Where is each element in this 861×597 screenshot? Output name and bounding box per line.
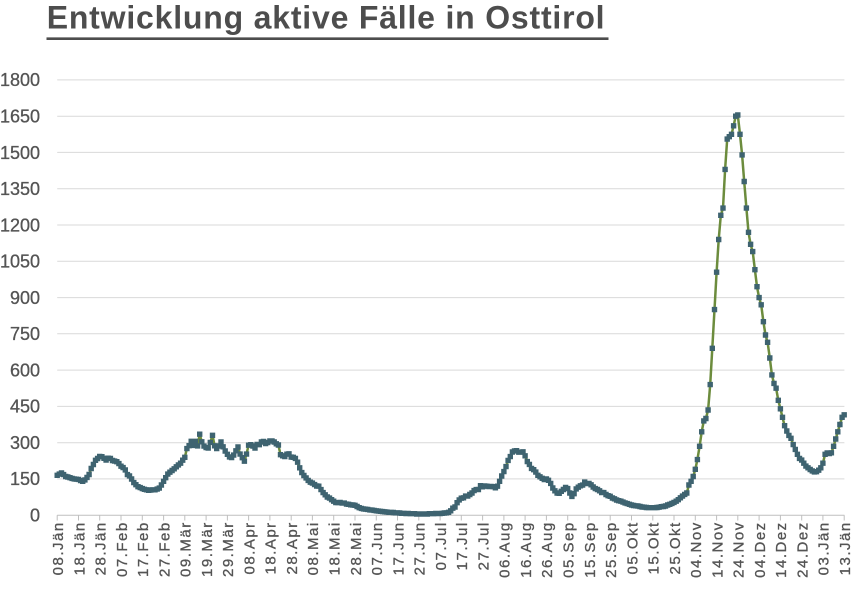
svg-text:25.Okt: 25.Okt	[667, 521, 684, 574]
svg-text:19.Mär: 19.Mär	[199, 521, 216, 577]
svg-text:Entwicklung aktive Fälle in Os: Entwicklung aktive Fälle in Osttirol	[47, 0, 606, 35]
svg-text:1500: 1500	[0, 143, 40, 163]
svg-text:300: 300	[10, 433, 40, 453]
svg-text:900: 900	[10, 288, 40, 308]
svg-text:17.Jul: 17.Jul	[454, 521, 471, 570]
svg-text:08.Jän: 08.Jän	[50, 521, 67, 575]
svg-text:15.Okt: 15.Okt	[646, 521, 663, 574]
svg-text:08.Apr: 08.Apr	[241, 521, 258, 574]
svg-text:05.Sep: 05.Sep	[561, 521, 578, 578]
svg-text:14.Dez: 14.Dez	[773, 521, 790, 578]
svg-text:06.Aug: 06.Aug	[497, 521, 514, 578]
svg-text:28.Jän: 28.Jän	[93, 521, 110, 575]
svg-text:04.Dez: 04.Dez	[752, 521, 769, 578]
svg-text:1200: 1200	[0, 215, 40, 235]
svg-text:27.Jun: 27.Jun	[412, 521, 429, 575]
svg-text:29.Mär: 29.Mär	[220, 521, 237, 577]
svg-text:150: 150	[10, 469, 40, 489]
svg-text:04.Nov: 04.Nov	[688, 521, 705, 578]
svg-text:17.Jun: 17.Jun	[390, 521, 407, 575]
svg-text:28.Apr: 28.Apr	[284, 521, 301, 574]
svg-text:07.Jun: 07.Jun	[369, 521, 386, 575]
svg-text:27.Feb: 27.Feb	[156, 521, 173, 577]
svg-text:25.Sep: 25.Sep	[603, 521, 620, 578]
svg-text:24.Dez: 24.Dez	[795, 521, 812, 578]
svg-text:28.Mai: 28.Mai	[348, 521, 365, 575]
svg-text:1650: 1650	[0, 107, 40, 127]
svg-text:18.Apr: 18.Apr	[263, 521, 280, 574]
svg-text:18.Mai: 18.Mai	[327, 521, 344, 575]
svg-text:0: 0	[30, 506, 40, 526]
svg-text:24.Nov: 24.Nov	[731, 521, 748, 578]
svg-text:1350: 1350	[0, 179, 40, 199]
svg-text:14.Nov: 14.Nov	[709, 521, 726, 578]
svg-text:15.Sep: 15.Sep	[582, 521, 599, 578]
svg-text:16.Aug: 16.Aug	[518, 521, 535, 578]
svg-text:03.Jän: 03.Jän	[816, 521, 833, 575]
svg-text:07.Jul: 07.Jul	[433, 521, 450, 570]
svg-text:750: 750	[10, 324, 40, 344]
svg-text:26.Aug: 26.Aug	[539, 521, 556, 578]
svg-text:27.Jul: 27.Jul	[475, 521, 492, 570]
svg-text:1800: 1800	[0, 70, 40, 90]
svg-text:08.Mai: 08.Mai	[305, 521, 322, 575]
svg-text:17.Feb: 17.Feb	[135, 521, 152, 577]
svg-text:07.Feb: 07.Feb	[114, 521, 131, 577]
svg-text:13.Jän: 13.Jän	[837, 521, 854, 575]
svg-text:450: 450	[10, 397, 40, 417]
svg-text:09.Mär: 09.Mär	[178, 521, 195, 577]
svg-text:1050: 1050	[0, 252, 40, 272]
svg-text:600: 600	[10, 360, 40, 380]
svg-text:05.Okt: 05.Okt	[624, 521, 641, 574]
svg-text:18.Jän: 18.Jän	[71, 521, 88, 575]
